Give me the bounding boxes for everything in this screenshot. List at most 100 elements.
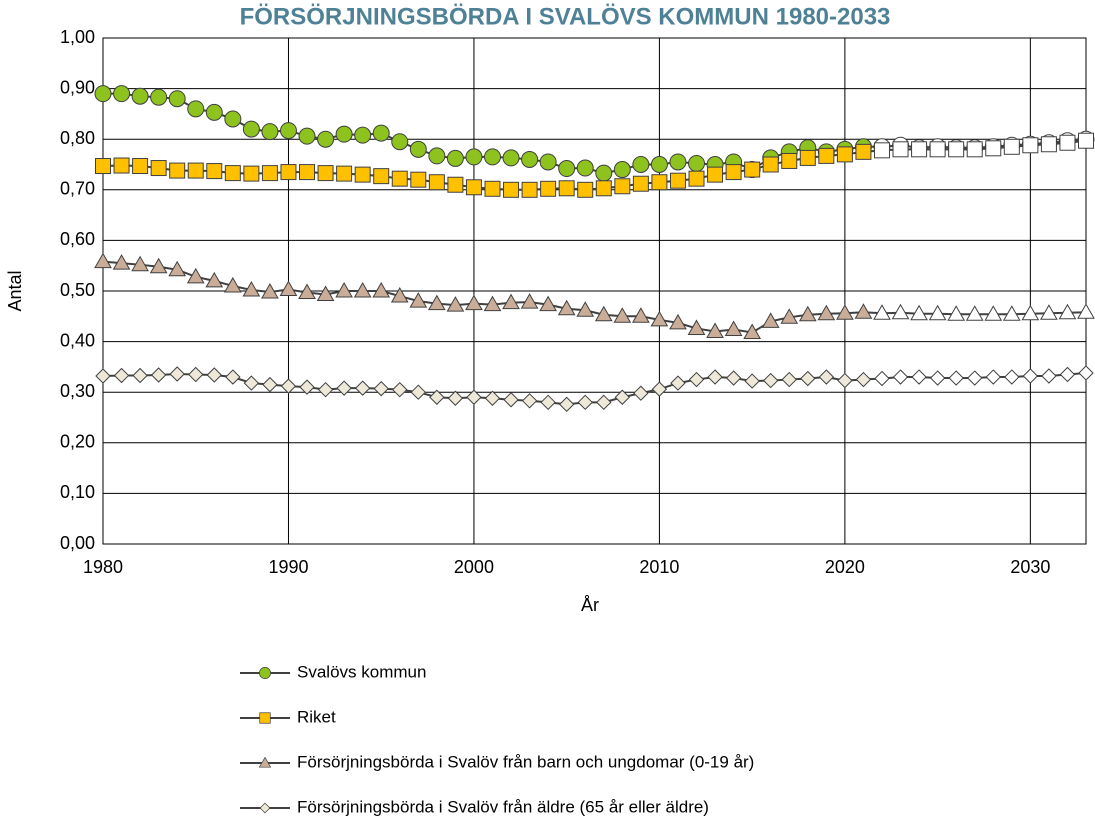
data-point [687,319,706,335]
data-point [372,124,390,142]
data-point [761,312,780,328]
data-point [261,165,278,182]
data-point [354,166,371,183]
data-point [298,283,316,300]
data-point [836,304,854,320]
data-point [465,294,483,311]
data-point [669,172,686,189]
data-point [447,390,464,406]
legend-label: Riket [297,707,336,726]
data-point [168,90,186,108]
data-point [317,165,334,182]
data-point [279,122,297,140]
data-point [985,140,1002,157]
data-point [873,304,891,320]
data-point [150,160,167,177]
data-point [910,304,928,321]
data-point [724,320,743,336]
data-point [725,164,742,181]
data-point [929,141,946,158]
data-point [577,181,594,198]
data-point [1078,132,1094,149]
data-point [169,366,185,382]
data-point [261,283,279,299]
data-point [817,304,836,321]
data-point [891,303,910,320]
chart-title: FÖRSÖRJNINGSBÖRDA I SVALÖVS KOMMUN 1980-… [240,3,891,30]
data-point [446,149,464,167]
data-point [614,178,631,195]
data-point [223,276,242,293]
data-point [427,294,446,311]
data-point [948,370,964,386]
data-point [280,378,297,394]
data-point [688,170,705,187]
data-point [688,371,705,388]
data-point [632,156,650,173]
legend-marker [259,802,271,814]
data-point [409,292,428,308]
x-tick-label: 2010 [639,557,679,577]
data-point [985,369,1001,385]
x-tick-label: 1990 [268,557,308,577]
data-point [243,165,260,182]
data-point [317,130,335,148]
data-point [798,305,817,322]
data-point [557,299,576,316]
data-point [391,133,409,151]
data-point [95,368,111,384]
data-point [502,149,520,167]
data-point [781,371,797,388]
legend-label: Försörjningsbörda i Svalöv från barn och… [297,752,754,771]
y-tick-label: 0,00 [60,533,95,553]
data-point [613,161,631,179]
data-point [94,85,112,103]
data-point [873,142,890,159]
data-point [169,162,186,179]
data-point [224,165,241,182]
data-point [112,254,131,270]
data-point [966,141,983,158]
x-tick-label: 2020 [825,557,865,577]
data-point [855,371,872,388]
data-point [967,370,983,386]
data-point [168,260,187,277]
data-point [540,394,556,411]
data-point [800,370,816,387]
data-point [409,140,427,158]
data-point [503,181,520,198]
data-point [613,307,632,323]
data-point [131,87,149,105]
data-point [743,323,762,339]
data-point [837,372,853,389]
data-point [187,162,204,179]
y-tick-label: 0,60 [60,229,95,249]
data-point [928,304,947,321]
data-point [298,127,316,145]
data-point [335,281,353,298]
data-point [391,170,408,187]
data-point [186,267,205,284]
data-point [892,141,909,158]
data-point [594,305,613,322]
legend-label: Svalövs kommun [297,662,426,681]
data-point [1059,366,1076,383]
data-point [1077,303,1095,319]
data-point [521,150,539,168]
y-tick-label: 0,50 [60,280,95,300]
y-tick-label: 0,70 [60,179,95,199]
data-point [780,308,799,324]
data-point [670,375,686,391]
data-point [762,156,779,173]
data-point [446,296,465,312]
data-point [707,166,724,183]
data-point [965,305,984,321]
data-point [243,375,260,391]
data-point [911,141,928,158]
data-point [558,396,575,413]
data-point [650,310,669,327]
data-point [1040,304,1058,320]
x-axis-label: År [581,595,599,615]
data-point [781,152,798,169]
